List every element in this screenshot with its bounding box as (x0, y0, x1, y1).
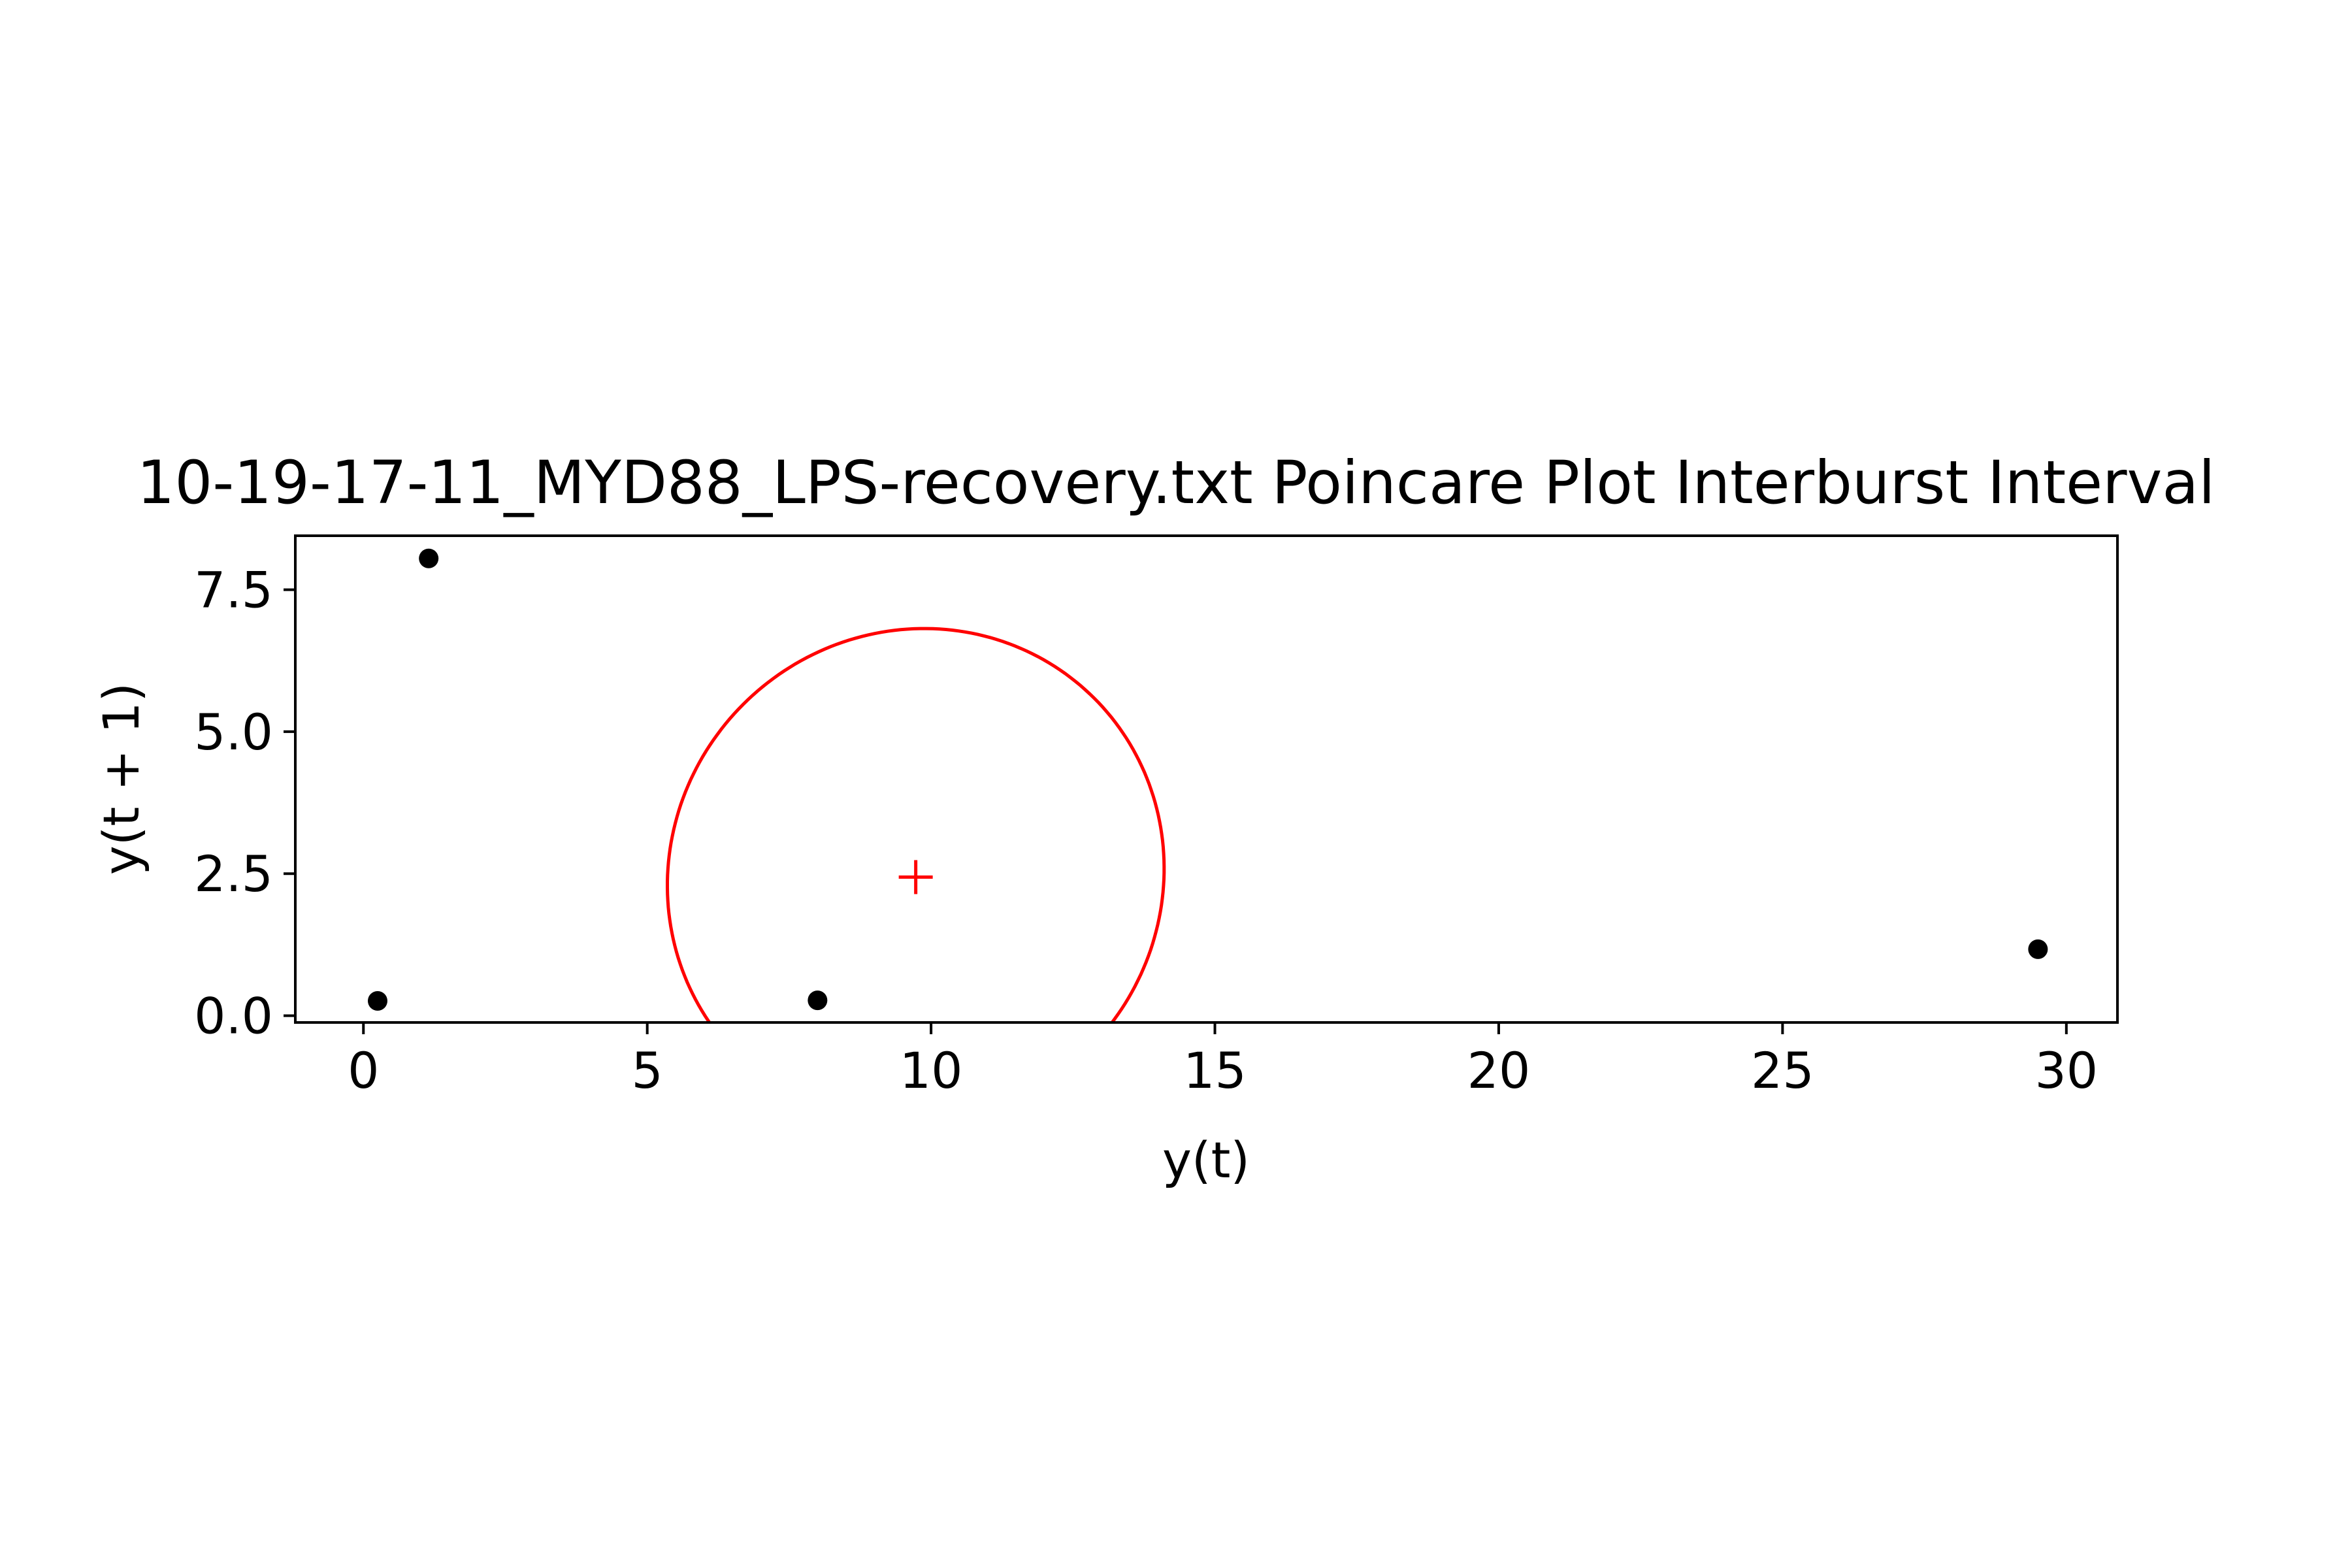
x-tick-label: 15 (1183, 1041, 1247, 1100)
axes-frame (294, 534, 2119, 1024)
confidence-ellipse (666, 627, 1166, 1022)
data-point (808, 990, 828, 1011)
y-tick-label: 0.0 (194, 987, 273, 1045)
x-tick-label: 10 (900, 1041, 963, 1100)
y-tick-label: 5.0 (194, 703, 273, 761)
y-tick-label: 2.5 (194, 845, 273, 903)
x-tick-label: 0 (348, 1041, 379, 1100)
points-layer (367, 548, 2048, 1011)
x-axis-label: y(t) (1162, 1131, 1250, 1189)
y-axis-label: y(t + 1) (92, 683, 150, 875)
chart-title: 10-19-17-11_MYD88_LPS-recovery.txt Poinc… (137, 449, 2215, 517)
plot-area (367, 548, 2048, 1022)
x-tick-label: 20 (1467, 1041, 1531, 1100)
x-axis: 0 5 10 15 20 25 30 (348, 1022, 2098, 1100)
x-tick-label: 30 (2034, 1041, 2098, 1100)
x-tick-label: 5 (632, 1041, 663, 1100)
y-axis: 0.0 2.5 5.0 7.5 (194, 561, 295, 1045)
centroid-marker (898, 860, 933, 894)
data-point (419, 548, 439, 568)
y-tick-label: 7.5 (194, 561, 273, 619)
data-point (2028, 939, 2048, 959)
data-point (367, 990, 387, 1011)
x-tick-label: 25 (1751, 1041, 1814, 1100)
